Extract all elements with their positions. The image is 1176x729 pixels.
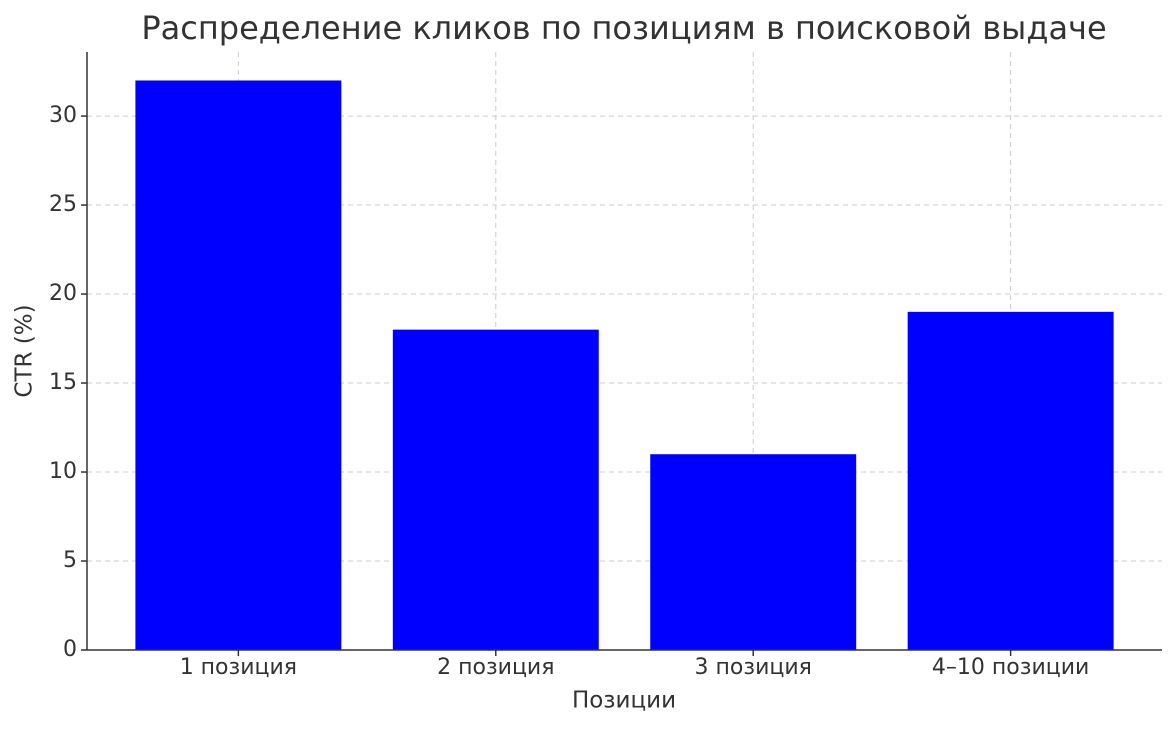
bar xyxy=(650,454,857,650)
y-tick-label: 30 xyxy=(49,103,77,128)
x-tick-label: 1 позиция xyxy=(180,655,297,680)
y-tick-label: 5 xyxy=(63,548,77,573)
y-tick-label: 20 xyxy=(49,281,77,306)
y-tick-label: 10 xyxy=(49,459,77,484)
x-tick-label: 3 позиция xyxy=(695,655,812,680)
y-axis-label: CTR (%) xyxy=(12,304,38,397)
x-tick-label: 2 позиция xyxy=(437,655,554,680)
y-tick-label: 25 xyxy=(49,192,77,217)
plot-area xyxy=(135,80,1114,650)
x-tick-label: 4–10 позиции xyxy=(932,655,1089,680)
y-tick-label: 0 xyxy=(63,637,77,662)
x-axis-label: Позиции xyxy=(572,688,676,714)
bar xyxy=(392,329,599,650)
y-tick-label: 15 xyxy=(49,370,77,395)
bar xyxy=(907,311,1114,650)
chart-title: Распределение кликов по позициям в поиск… xyxy=(141,9,1106,47)
bar xyxy=(135,80,342,650)
